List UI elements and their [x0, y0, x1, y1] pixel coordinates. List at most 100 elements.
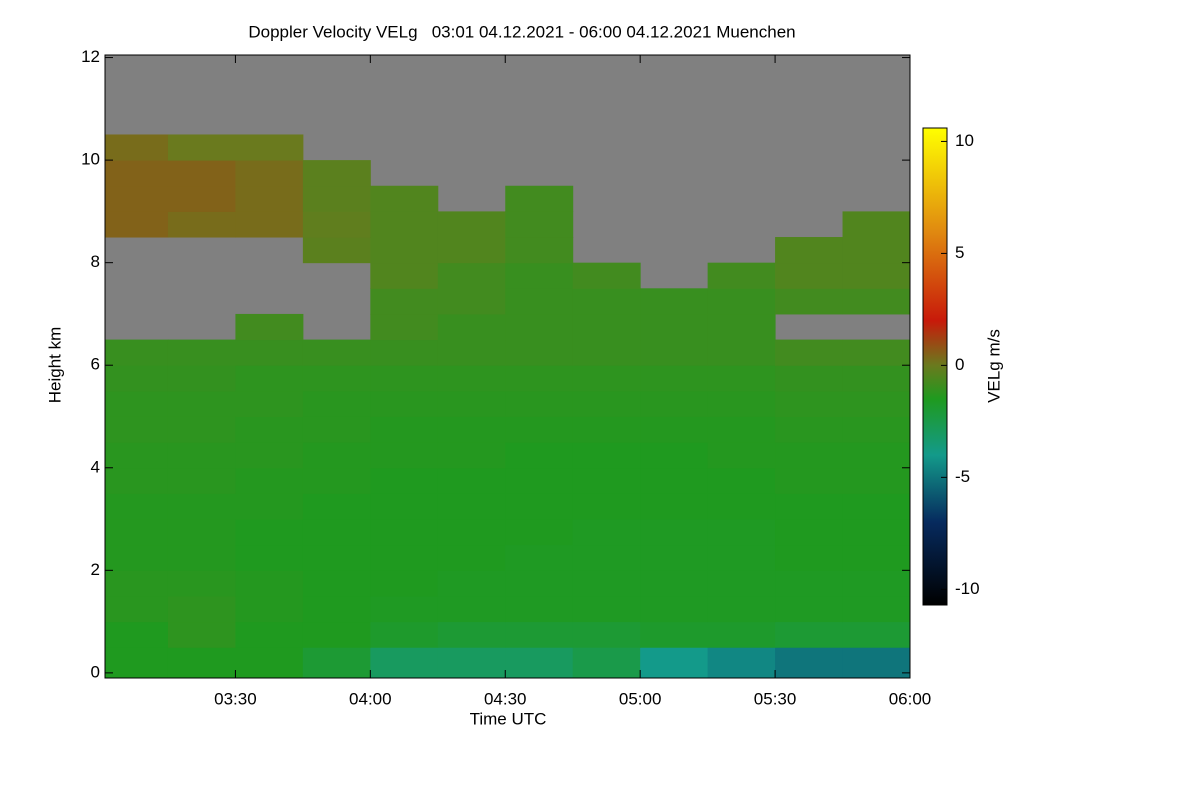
heatmap-cell: [572, 339, 641, 366]
heatmap-cell: [370, 467, 439, 494]
heatmap-cell: [370, 621, 439, 648]
heatmap-cell: [235, 134, 304, 161]
heatmap-cell: [842, 621, 911, 648]
heatmap-cell: [505, 467, 574, 494]
x-tick-label: 04:00: [349, 689, 392, 708]
heatmap-cell: [437, 595, 506, 623]
heatmap-cell: [235, 647, 304, 679]
heatmap-cell: [505, 442, 574, 469]
heatmap-cell: [105, 544, 169, 571]
heatmap-cell: [505, 416, 574, 443]
heatmap-cell: [105, 647, 169, 679]
heatmap-cell: [640, 493, 709, 520]
heatmap-cell: [370, 442, 439, 469]
heatmap-cell: [302, 595, 371, 623]
heatmap-cell: [370, 262, 439, 289]
x-tick-label: 04:30: [484, 689, 527, 708]
heatmap-cell: [437, 262, 506, 289]
heatmap-cell: [707, 365, 776, 392]
heatmap-cell: [167, 621, 236, 648]
heatmap-cell: [302, 544, 371, 571]
heatmap-cell: [302, 390, 371, 417]
heatmap-cell: [505, 185, 574, 212]
heatmap-cell: [707, 570, 776, 597]
heatmap-cell: [167, 595, 236, 623]
heatmap-cell: [370, 288, 439, 315]
y-tick-label: 6: [91, 355, 100, 374]
heatmap-cell: [167, 339, 236, 366]
heatmap-cell: [775, 339, 844, 366]
x-tick-label: 06:00: [889, 689, 932, 708]
heatmap-cell: [707, 493, 776, 520]
heatmap-cell: [370, 365, 439, 392]
heatmap-cell: [105, 416, 169, 443]
heatmap-cell: [640, 416, 709, 443]
heatmap-cell: [105, 442, 169, 469]
heatmap-cell: [775, 595, 844, 623]
heatmap-cell: [505, 262, 574, 289]
heatmap-cell: [167, 160, 236, 187]
heatmap-cell: [572, 493, 641, 520]
heatmap-cell: [842, 237, 911, 264]
heatmap-cell: [505, 390, 574, 417]
heatmap-cell: [640, 519, 709, 546]
heatmap-cell: [707, 519, 776, 546]
heatmap-cell: [505, 621, 574, 648]
heatmap-cell: [640, 544, 709, 571]
heatmap-cell: [437, 544, 506, 571]
heatmap-cell: [572, 595, 641, 623]
heatmap-cell: [707, 262, 776, 289]
heatmap-cell: [707, 544, 776, 571]
heatmap-cell: [105, 134, 169, 161]
heatmap-cell: [370, 544, 439, 571]
heatmap-cell: [105, 493, 169, 520]
heatmap-cell: [437, 313, 506, 341]
y-tick-label: 8: [91, 252, 100, 271]
heatmap-cell: [437, 390, 506, 417]
heatmap-cell: [370, 185, 439, 212]
heatmap-cell: [302, 416, 371, 443]
chart-title: Doppler Velocity VELg 03:01 04.12.2021 -…: [248, 22, 795, 41]
heatmap-cell: [105, 211, 169, 238]
heatmap-cell: [105, 467, 169, 494]
heatmap-cell: [370, 390, 439, 417]
heatmap-cell: [167, 647, 236, 679]
heatmap-cell: [842, 288, 911, 315]
heatmap-cell: [842, 493, 911, 520]
heatmap-cell: [707, 288, 776, 315]
heatmap-cell: [167, 365, 236, 392]
heatmap-cell: [370, 211, 439, 238]
heatmap-cell: [505, 519, 574, 546]
heatmap-cell: [775, 365, 844, 392]
heatmap-cell: [572, 390, 641, 417]
heatmap-cell: [775, 493, 844, 520]
heatmap-cell: [437, 493, 506, 520]
heatmap-cell: [775, 647, 844, 679]
heatmap-cell: [302, 339, 371, 366]
colorbar-tick-label: 0: [955, 355, 964, 374]
heatmap-cell: [572, 416, 641, 443]
heatmap-cell: [302, 519, 371, 546]
heatmap-cell: [302, 621, 371, 648]
heatmap-cell: [775, 442, 844, 469]
y-tick-label: 12: [81, 47, 100, 66]
heatmap-cell: [572, 467, 641, 494]
heatmap-cell: [302, 185, 371, 212]
heatmap-cell: [235, 493, 304, 520]
x-tick-label: 05:00: [619, 689, 662, 708]
heatmap-cell: [505, 365, 574, 392]
heatmap-cell: [302, 570, 371, 597]
heatmap-cell: [842, 339, 911, 366]
heatmap-cell: [235, 339, 304, 366]
heatmap-cell: [775, 544, 844, 571]
heatmap-cell: [572, 313, 641, 341]
heatmap-cell: [572, 262, 641, 289]
colorbar-tick-label: 5: [955, 243, 964, 262]
heatmap-cell: [105, 519, 169, 546]
heatmap-cell: [505, 570, 574, 597]
heatmap-cell: [235, 416, 304, 443]
heatmap-cell: [640, 570, 709, 597]
heatmap-cell: [235, 390, 304, 417]
heatmap-cell: [572, 519, 641, 546]
heatmap-cell: [235, 211, 304, 238]
